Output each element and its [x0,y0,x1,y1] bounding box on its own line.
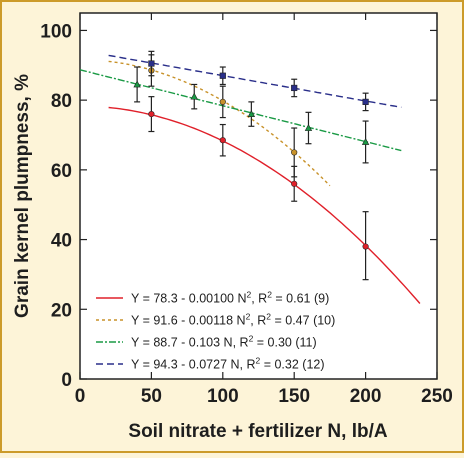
x-tick-label: 200 [350,386,382,407]
data-point-s1 [362,243,369,250]
x-tick-label: 150 [278,386,310,407]
data-point-s2 [219,98,226,105]
data-point-s1 [219,137,226,144]
y-tick-label: 40 [51,231,72,252]
x-tick-label: 250 [421,386,453,407]
data-point-s4 [291,84,298,92]
data-point-s4 [362,98,369,105]
plot-area [79,12,438,380]
y-tick-label: 100 [40,21,72,42]
y-tick-label: 60 [51,161,72,182]
y-axis-title: Grain kernel plumpness, % [12,74,33,318]
data-point-s1 [291,180,298,187]
data-points [133,50,370,281]
y-tick-label: 80 [51,91,72,112]
legend-label-2: Y = 91.6 - 0.00118 N2, R2 = 0.47 (10) [131,312,335,328]
data-point-s4 [219,72,226,79]
data-point-s3 [304,123,313,131]
x-tick-label: 50 [141,386,162,407]
data-point-s3 [361,137,370,145]
data-point-s3 [190,92,198,100]
y-tick-label: 20 [51,300,72,321]
y-tick-label: 0 [61,370,72,391]
fit-curve-2 [108,60,331,187]
legend: Y = 78.3 - 0.00100 N2, R2 = 0.61 (9) Y = … [96,290,335,372]
data-point-s3 [247,110,256,117]
x-axis-title: Soil nitrate + fertilizer N, lb/A [128,421,387,442]
x-tick-label: 0 [75,386,86,407]
data-point-s3 [133,80,141,88]
legend-label-1: Y = 78.3 - 0.00100 N2, R2 = 0.61 (9) [131,290,329,306]
x-tick-label: 100 [207,386,239,407]
fit-curve-4 [108,54,402,108]
fit-curve-3 [79,69,402,152]
legend-label-4: Y = 94.3 - 0.0727 N, R2 = 0.32 (12) [131,356,325,372]
legend-label-3: Y = 88.7 - 0.103 N, R2 = 0.30 (11) [131,334,317,350]
data-point-s1 [148,110,155,118]
axis-ticks: 0 50 100 150 200 250 0 20 40 60 80 100 [40,13,453,407]
data-point-s2 [291,149,298,156]
data-point-s4 [148,60,155,67]
